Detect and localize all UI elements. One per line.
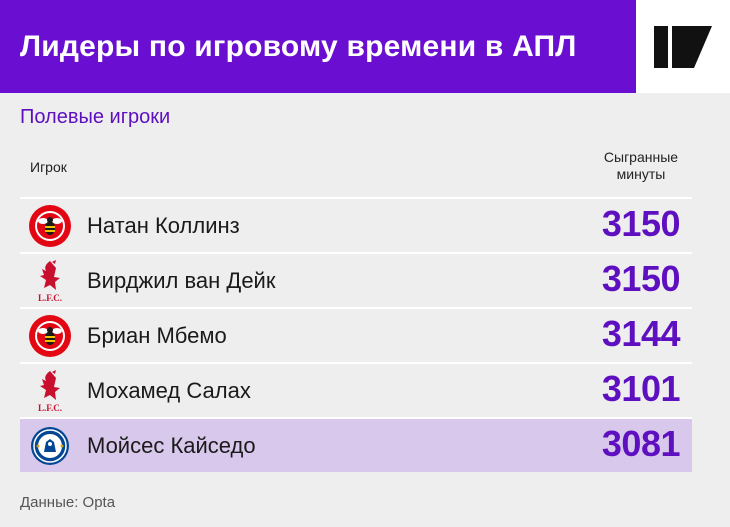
minutes-value: 3081 <box>601 423 681 464</box>
section-subtitle: Полевые игроки <box>20 106 171 128</box>
minutes-value: 3150 <box>601 258 681 299</box>
header-banner: Лидеры по игровому времени в АПЛ <box>0 0 636 93</box>
player-name: Натан Коллинз <box>87 212 240 238</box>
column-header-minutes: Сыгранные минуты <box>588 149 694 183</box>
liverpool-crest-label: L.F.C. <box>38 403 62 413</box>
chelsea-crest-icon <box>27 423 73 469</box>
player-name: Мохамед Салах <box>87 377 251 403</box>
table-row: Натан Коллинз 3150 <box>20 197 692 252</box>
liverpool-crest-label: L.F.C. <box>38 293 62 303</box>
page-title: Лидеры по игровому времени в АПЛ <box>20 29 577 63</box>
liverpool-crest-icon: L.F.C. <box>27 258 73 304</box>
brentford-crest-icon <box>27 203 73 249</box>
player-name: Бриан Мбемо <box>87 322 227 348</box>
minutes-value: 3150 <box>601 203 681 244</box>
table-row-highlighted: Мойсес Кайседо 3081 <box>20 417 692 472</box>
table-row: L.F.C. Мохамед Салах 3101 <box>20 362 692 417</box>
minutes-value: 3144 <box>601 313 681 354</box>
liverpool-crest-icon: L.F.C. <box>27 368 73 414</box>
column-header-player: Игрок <box>30 159 67 175</box>
minutes-value: 3101 <box>601 368 681 409</box>
media-logo-icon <box>654 25 712 68</box>
player-name: Вирджил ван Дейк <box>87 267 276 293</box>
data-source-note: Данные: Opta <box>20 494 116 511</box>
table-row: Бриан Мбемо 3144 <box>20 307 692 362</box>
logo-container <box>636 0 730 93</box>
column-header-minutes-line2: минуты <box>616 166 666 182</box>
column-header-minutes-line1: Сыгранные <box>603 149 679 165</box>
player-name: Мойсес Кайседо <box>87 432 256 458</box>
table-row: L.F.C. Вирджил ван Дейк 3150 <box>20 252 692 307</box>
brentford-crest-icon <box>27 313 73 359</box>
players-table: Натан Коллинз 3150 L.F.C. Вирджил ван Де… <box>20 197 692 472</box>
